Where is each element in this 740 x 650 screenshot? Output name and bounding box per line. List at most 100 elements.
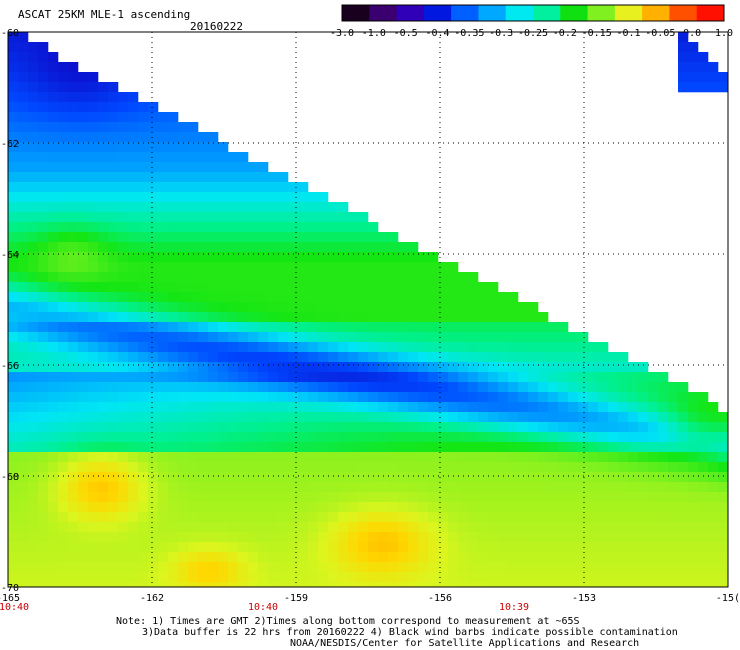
map-cell xyxy=(288,482,299,493)
map-cell xyxy=(658,532,669,543)
map-cell xyxy=(168,372,179,383)
map-cell xyxy=(518,452,529,463)
map-cell xyxy=(138,122,149,133)
map-cell xyxy=(498,442,509,453)
map-cell xyxy=(288,432,299,443)
map-cell xyxy=(8,432,19,443)
map-cell xyxy=(98,372,109,383)
map-cell xyxy=(248,582,259,588)
map-cell xyxy=(8,242,19,253)
map-cell xyxy=(118,102,129,113)
map-cell xyxy=(518,512,529,523)
map-cell xyxy=(348,332,359,343)
map-cell xyxy=(618,502,629,513)
map-cell xyxy=(268,342,279,353)
map-cell xyxy=(298,202,309,213)
map-cell xyxy=(678,442,689,453)
map-cell xyxy=(408,352,419,363)
map-cell xyxy=(108,282,119,293)
map-cell xyxy=(228,482,239,493)
map-cell xyxy=(568,522,579,533)
map-cell xyxy=(498,432,509,443)
map-cell xyxy=(628,482,639,493)
map-cell xyxy=(428,502,439,513)
map-cell xyxy=(88,492,99,503)
map-cell xyxy=(248,252,259,263)
map-cell xyxy=(708,482,719,493)
map-cell xyxy=(258,212,269,223)
map-cell xyxy=(308,402,319,413)
map-cell xyxy=(68,262,79,273)
map-cell xyxy=(48,552,59,563)
map-cell xyxy=(338,392,349,403)
map-cell xyxy=(688,522,699,533)
map-cell xyxy=(458,362,469,373)
map-cell xyxy=(588,402,599,413)
map-cell xyxy=(28,252,39,263)
map-cell xyxy=(228,552,239,563)
map-cell xyxy=(588,392,599,403)
map-cell xyxy=(288,262,299,273)
map-cell xyxy=(28,172,39,183)
map-cell xyxy=(648,452,659,463)
map-cell xyxy=(8,292,19,303)
map-cell xyxy=(38,272,49,283)
map-cell xyxy=(148,532,159,543)
map-cell xyxy=(138,362,149,373)
map-cell xyxy=(698,532,709,543)
map-cell xyxy=(278,492,289,503)
map-cell xyxy=(118,172,129,183)
map-cell xyxy=(348,232,359,243)
map-cell xyxy=(198,172,209,183)
map-cell xyxy=(328,202,339,213)
map-cell xyxy=(118,362,129,373)
map-cell xyxy=(578,482,589,493)
map-cell xyxy=(648,532,659,543)
map-cell xyxy=(88,92,99,103)
map-cell xyxy=(248,212,259,223)
map-cell xyxy=(598,352,609,363)
map-cell xyxy=(288,402,299,413)
map-cell xyxy=(98,442,109,453)
map-cell xyxy=(418,522,429,533)
map-cell xyxy=(58,392,69,403)
map-cell xyxy=(448,382,459,393)
map-cell xyxy=(308,512,319,523)
map-cell xyxy=(618,472,629,483)
map-cell xyxy=(528,542,539,553)
map-cell xyxy=(148,402,159,413)
map-cell xyxy=(48,152,59,163)
map-cell xyxy=(588,412,599,423)
map-cell xyxy=(448,452,459,463)
map-cell xyxy=(308,202,319,213)
map-cell xyxy=(148,432,159,443)
map-cell xyxy=(68,372,79,383)
map-cell xyxy=(278,542,289,553)
map-cell xyxy=(308,532,319,543)
map-cell xyxy=(438,352,449,363)
map-cell xyxy=(308,312,319,323)
map-cell xyxy=(368,252,379,263)
map-cell xyxy=(58,412,69,423)
map-cell xyxy=(318,392,329,403)
map-cell xyxy=(468,292,479,303)
map-cell xyxy=(248,512,259,523)
map-cell xyxy=(308,212,319,223)
map-cell xyxy=(258,542,269,553)
map-cell xyxy=(268,552,279,563)
map-cell xyxy=(118,242,129,253)
map-cell xyxy=(298,422,309,433)
map-cell xyxy=(448,542,459,553)
map-cell xyxy=(158,302,169,313)
map-cell xyxy=(108,202,119,213)
map-cell xyxy=(248,412,259,423)
map-cell xyxy=(228,522,239,533)
map-cell xyxy=(98,362,109,373)
lat-label: -70 xyxy=(1,583,19,594)
map-cell xyxy=(88,182,99,193)
map-cell xyxy=(538,352,549,363)
map-cell xyxy=(588,572,599,583)
map-cell xyxy=(218,322,229,333)
map-cell xyxy=(108,352,119,363)
map-cell xyxy=(638,572,649,583)
